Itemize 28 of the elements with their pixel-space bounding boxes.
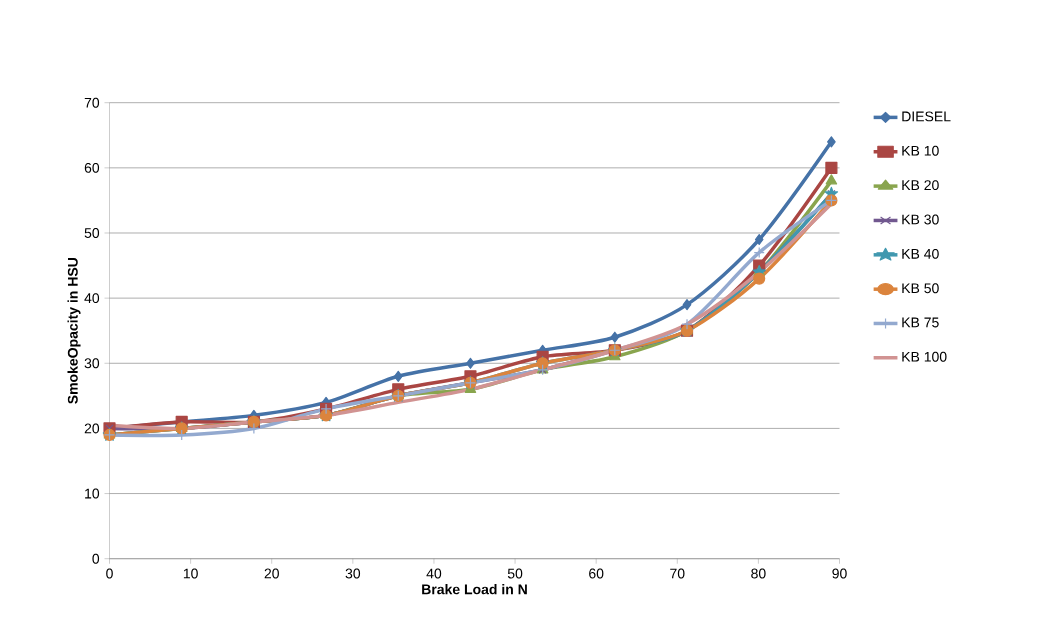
legend-label: KB 100 — [902, 351, 947, 362]
x-tick-label: 60 — [589, 568, 604, 579]
x-tick-label: 10 — [183, 568, 198, 579]
y-axis-title: SmokeOpacity in HSU — [67, 258, 81, 404]
y-tick-label: 30 — [84, 358, 100, 369]
x-tick-label: 0 — [106, 568, 113, 579]
legend-label: DIESEL — [902, 111, 951, 122]
y-tick-label: 10 — [85, 488, 100, 499]
x-tick-label: 30 — [345, 568, 361, 579]
y-tick-label: 50 — [84, 228, 100, 238]
y-tick-label: 0 — [92, 553, 100, 564]
legend-label: KB 30 — [902, 214, 939, 225]
legend-label: KB 40 — [902, 248, 939, 259]
legend-label: KB 75 — [902, 317, 939, 328]
y-tick-label: 20 — [84, 423, 100, 434]
x-tick-label: 70 — [670, 568, 685, 579]
x-axis-title: Brake Load in N — [422, 584, 527, 595]
legend-label: KB 20 — [902, 180, 939, 191]
y-tick-label: 40 — [84, 293, 100, 304]
x-tick-label: 80 — [751, 568, 766, 579]
y-tick-label: 70 — [84, 97, 100, 108]
x-tick-label: 40 — [426, 568, 442, 579]
x-tick-label: 90 — [832, 568, 847, 579]
x-tick-label: 50 — [507, 568, 523, 579]
legend-label: KB 50 — [902, 283, 939, 294]
legend-label: KB 10 — [902, 145, 939, 156]
y-tick-label: 60 — [84, 162, 100, 173]
x-tick-label: 20 — [264, 568, 279, 579]
